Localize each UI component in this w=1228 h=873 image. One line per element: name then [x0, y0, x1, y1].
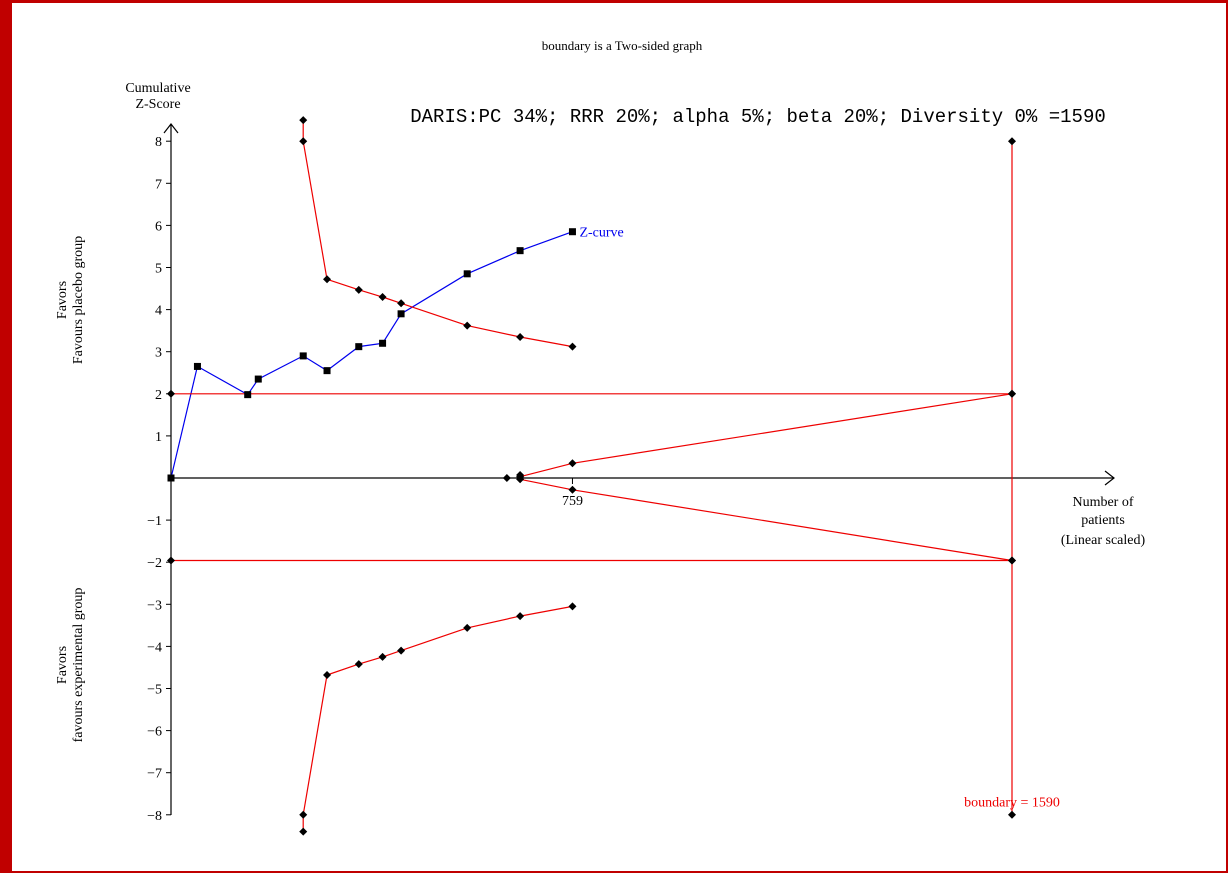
upper-monitoring-boundary-line: [302, 120, 573, 348]
extra-markers-point: [516, 471, 525, 480]
y-tick-label: 7: [155, 177, 162, 192]
z-curve-point: [299, 352, 307, 360]
y-tick-label: 4: [155, 304, 162, 319]
y-tick-label: −4: [147, 640, 162, 655]
y-tick-label: 5: [155, 262, 162, 277]
y-axis-title-line1: Cumulative: [125, 81, 190, 96]
x-axis-arrow: [1104, 470, 1115, 486]
y-tick-label: −6: [147, 725, 162, 740]
z-curve-point: [355, 343, 363, 351]
label-layer: Z-curve boundary = 1590: [579, 226, 1059, 811]
z-curve-point: [463, 270, 471, 278]
lower-monitoring-boundary-point: [299, 827, 308, 836]
x-axis-title-line3: (Linear scaled): [1061, 533, 1146, 548]
lower-futility-point: [516, 475, 525, 484]
lower-monitoring-boundary-point: [397, 646, 406, 655]
y-tick-label: −5: [147, 683, 162, 698]
upper-futility-point: [568, 459, 577, 468]
z-curve-point: [568, 228, 576, 236]
lower-monitoring-boundary-point: [299, 810, 308, 819]
upper-monitoring-boundary-point: [299, 116, 308, 125]
upper-monitoring-boundary-point: [299, 137, 308, 146]
z-curve-point: [379, 339, 387, 347]
z-curve-label: Z-curve: [579, 226, 623, 241]
lower-monitoring-boundary-point: [568, 602, 577, 611]
extra-markers-point: [502, 474, 511, 482]
marker-layer: [167, 116, 1016, 836]
y-tick-label: 1: [155, 430, 162, 445]
upper-monitoring-boundary-point: [516, 332, 525, 341]
required-information-size-point: [1008, 810, 1016, 819]
lower-monitoring-boundary-point: [378, 652, 387, 661]
x-axis-title-line2: patients: [1081, 513, 1125, 528]
lower-monitoring-boundary-point: [323, 671, 332, 680]
y-tick-label: −1: [147, 514, 162, 529]
lower-monitoring-boundary-point: [516, 612, 525, 621]
x-axis-title-line1: Number of: [1072, 495, 1133, 510]
lower-futility-line: [519, 478, 1013, 562]
z-curve-point: [244, 391, 252, 399]
upper-monitoring-boundary-point: [323, 275, 332, 284]
conventional-lower-point: [167, 556, 175, 565]
axes: −8 −7 −6 −5 −4 −3 −2 −1 1 2 3 4 5 6 7 8 759: [147, 123, 1115, 824]
lower-monitoring-boundary-point: [463, 623, 472, 632]
z-curve-point: [254, 375, 262, 383]
y-tick-label: 8: [155, 135, 162, 150]
lower-side-label-line2: favours experimental group: [71, 588, 86, 743]
y-tick-label: 2: [155, 388, 162, 403]
y-tick-label: 6: [155, 219, 162, 234]
chart-title: boundary is a Two-sided graph: [542, 38, 703, 53]
upper-monitoring-boundary-point: [354, 285, 363, 294]
y-tick-label: −3: [147, 598, 162, 613]
y-tick-label: −2: [147, 556, 162, 571]
lower-side-label-line1: Favors: [55, 646, 70, 684]
upper-futility-line: [519, 393, 1013, 478]
z-curve-line: [170, 231, 573, 479]
y-tick-label: −7: [147, 767, 162, 782]
lower-futility-point: [568, 485, 577, 494]
z-curve-point: [397, 310, 405, 318]
conventional-upper-point: [167, 389, 175, 398]
upper-side-label-line1: Favors: [55, 281, 70, 319]
conventional-lower-point: [1008, 556, 1016, 565]
required-information-size-point: [1008, 137, 1016, 146]
upper-monitoring-boundary-point: [568, 342, 577, 351]
z-curve-point: [516, 247, 524, 255]
lower-monitoring-boundary-line: [302, 605, 573, 832]
y-axis-title-line2: Z-Score: [135, 97, 180, 112]
y-axis-arrow: [163, 123, 179, 134]
upper-side-label-line2: Favours placebo group: [71, 236, 86, 364]
y-tick-label: −8: [147, 809, 162, 824]
boundary-label: boundary = 1590: [964, 795, 1060, 810]
upper-monitoring-boundary-point: [378, 292, 387, 301]
info-text: DARIS:PC 34%; RRR 20%; alpha 5%; beta 20…: [410, 106, 1106, 128]
z-curve-point: [193, 362, 201, 370]
upper-monitoring-boundary-point: [397, 299, 406, 308]
lower-monitoring-boundary-point: [354, 660, 363, 669]
upper-monitoring-boundary-point: [463, 321, 472, 330]
z-curve-point: [323, 367, 331, 375]
y-tick-label: 3: [155, 346, 162, 361]
conventional-upper-point: [1008, 389, 1016, 398]
x-tick-label: 759: [562, 494, 583, 509]
z-curve-point: [167, 474, 175, 482]
